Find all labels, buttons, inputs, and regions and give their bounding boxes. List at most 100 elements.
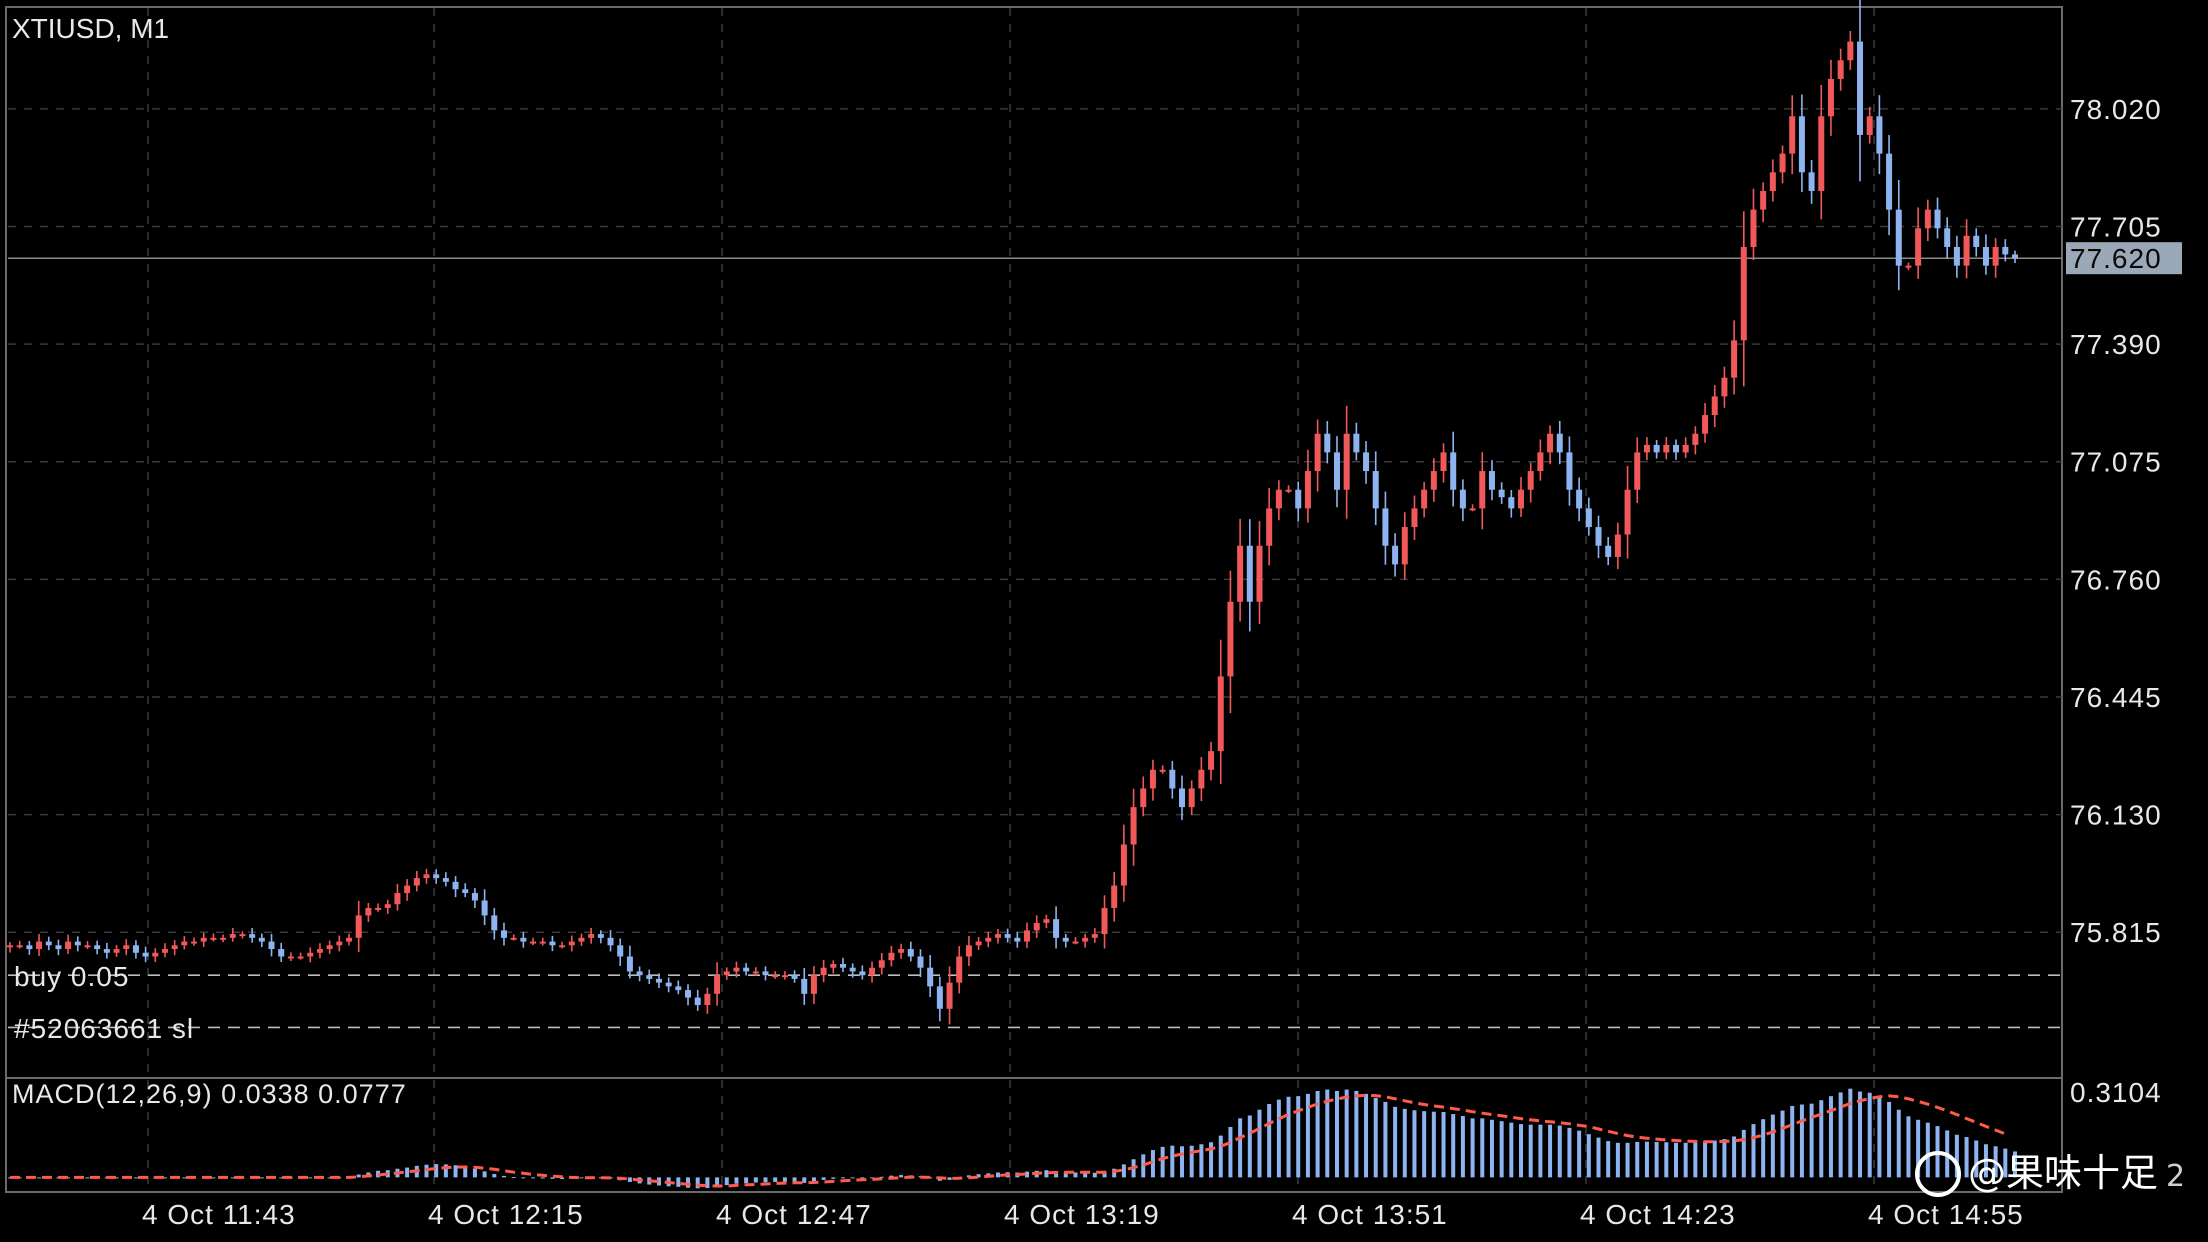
time-tick-label: 4 Oct 12:15 — [428, 1199, 584, 1230]
candle-bull — [1721, 377, 1728, 397]
macd-histogram-bar — [114, 1177, 119, 1179]
macd-histogram-bar — [1025, 1171, 1030, 1178]
candle-bear — [1934, 209, 1941, 229]
sl-order-label[interactable]: #52063661 sl — [14, 1013, 194, 1044]
candle-bull — [1827, 78, 1834, 117]
candle-bear — [762, 971, 769, 976]
candle-bull — [1430, 471, 1437, 490]
macd-histogram-bar — [1180, 1146, 1185, 1178]
macd-histogram-bar — [1460, 1116, 1465, 1178]
candle-bull — [530, 941, 537, 944]
candle-bull — [1740, 246, 1747, 341]
macd-histogram-bar — [715, 1177, 720, 1187]
candle-bear — [927, 967, 934, 987]
macd-histogram-bar — [753, 1177, 758, 1183]
macd-histogram-bar — [327, 1177, 332, 1179]
price-tick-label: 77.075 — [2070, 447, 2162, 478]
buy-order-label[interactable]: buy 0.05 — [14, 961, 129, 992]
macd-histogram-bar — [463, 1166, 468, 1178]
macd-histogram-bar — [1848, 1088, 1853, 1178]
macd-histogram-bar — [1160, 1146, 1165, 1178]
macd-histogram-bar — [773, 1177, 778, 1182]
candle-bull — [1188, 788, 1195, 808]
macd-histogram-bar — [1654, 1141, 1659, 1178]
candle-bull — [1421, 489, 1428, 509]
candle-bull — [781, 975, 788, 978]
candle-bull — [346, 937, 353, 942]
macd-histogram-bar — [472, 1168, 477, 1178]
candle-bull — [1314, 433, 1321, 472]
candle-bear — [1798, 116, 1805, 173]
candle-bull — [16, 945, 23, 948]
macd-histogram-bar — [66, 1177, 71, 1179]
watermark-suffix: 2 — [2166, 1159, 2185, 1194]
candle-bull — [1159, 769, 1166, 772]
macd-histogram-bar — [1267, 1103, 1272, 1178]
macd-histogram-bar — [676, 1177, 681, 1187]
candle-bull — [1275, 489, 1282, 509]
candle-bull — [84, 945, 91, 948]
macd-histogram-bar — [1393, 1106, 1398, 1178]
macd-histogram-bar — [550, 1177, 555, 1179]
macd-histogram-bar — [1102, 1171, 1107, 1178]
time-axis: 4 Oct 11:43 4 Oct 12:15 4 Oct 12:47 4 Oct 1… — [142, 1199, 2023, 1230]
candle-bull — [578, 937, 585, 942]
candle-bull — [181, 941, 188, 946]
macd-histogram-bar — [724, 1177, 729, 1186]
candle-bear — [665, 982, 672, 987]
macd-histogram-bar — [1567, 1127, 1572, 1178]
candle-bear — [2011, 254, 2019, 259]
candle-bull — [65, 941, 72, 950]
macd-histogram-bar — [1983, 1144, 1988, 1178]
macd-histogram-bar — [1664, 1142, 1669, 1178]
order-lines[interactable] — [8, 257, 2062, 1029]
candle-bull — [307, 952, 314, 957]
macd-signal-line — [10, 1093, 2006, 1188]
candle-bear — [1498, 489, 1505, 498]
candle-bear — [646, 975, 653, 979]
macd-histogram-bar — [482, 1171, 487, 1178]
macd-histogram-bar — [1112, 1168, 1117, 1178]
macd-histogram-bar — [1732, 1136, 1737, 1178]
candle-bear — [617, 945, 624, 957]
candle-bull — [1469, 508, 1476, 511]
macd-histogram-bar — [995, 1172, 1000, 1178]
macd-histogram-bar — [531, 1177, 536, 1179]
macd-histogram-bar — [1703, 1141, 1708, 1178]
candle-bear — [1004, 934, 1011, 938]
price-panel-frame — [5, 6, 2063, 1079]
macd-histogram-bar — [1063, 1171, 1068, 1178]
macd-panel-frame — [5, 1077, 2063, 1193]
time-tick-label: 4 Oct 13:51 — [1292, 1199, 1448, 1230]
candle-bear — [1982, 246, 1989, 266]
watermark: @果味十足 2 — [1915, 1151, 2185, 1197]
macd-histogram-bar — [1858, 1091, 1863, 1178]
macd-histogram-bar — [133, 1177, 138, 1179]
macd-histogram-bar — [1296, 1096, 1301, 1178]
candle-bear — [597, 934, 604, 938]
candle-bear — [1363, 452, 1370, 472]
candle-bull — [123, 945, 130, 950]
candle-bear — [1014, 937, 1021, 942]
macd-histogram-bar — [1635, 1141, 1640, 1178]
macd-histogram-bar — [763, 1177, 768, 1183]
macd-histogram-bar — [1218, 1135, 1223, 1178]
candle-bull — [1837, 60, 1844, 79]
time-tick-label: 4 Oct 13:19 — [1004, 1199, 1160, 1230]
macd-histogram-bar — [840, 1177, 845, 1179]
macd-histogram-bar — [879, 1176, 884, 1178]
candle-bear — [462, 889, 469, 894]
macd-histogram-bar — [1625, 1142, 1630, 1178]
macd-histogram-bar — [1344, 1089, 1349, 1178]
macd-histogram-bar — [1693, 1142, 1698, 1178]
candle-bull — [588, 934, 595, 938]
macd-histogram-bar — [2003, 1148, 2008, 1178]
macd-histogram-bar — [162, 1177, 167, 1179]
time-tick-label: 4 Oct 14:23 — [1580, 1199, 1736, 1230]
macd-histogram-bar — [1528, 1124, 1533, 1178]
macd-histogram-bar — [1799, 1104, 1804, 1178]
weibo-logo-icon — [1915, 1151, 1961, 1197]
candle-bull — [423, 874, 430, 879]
candle-bull — [1237, 545, 1244, 602]
